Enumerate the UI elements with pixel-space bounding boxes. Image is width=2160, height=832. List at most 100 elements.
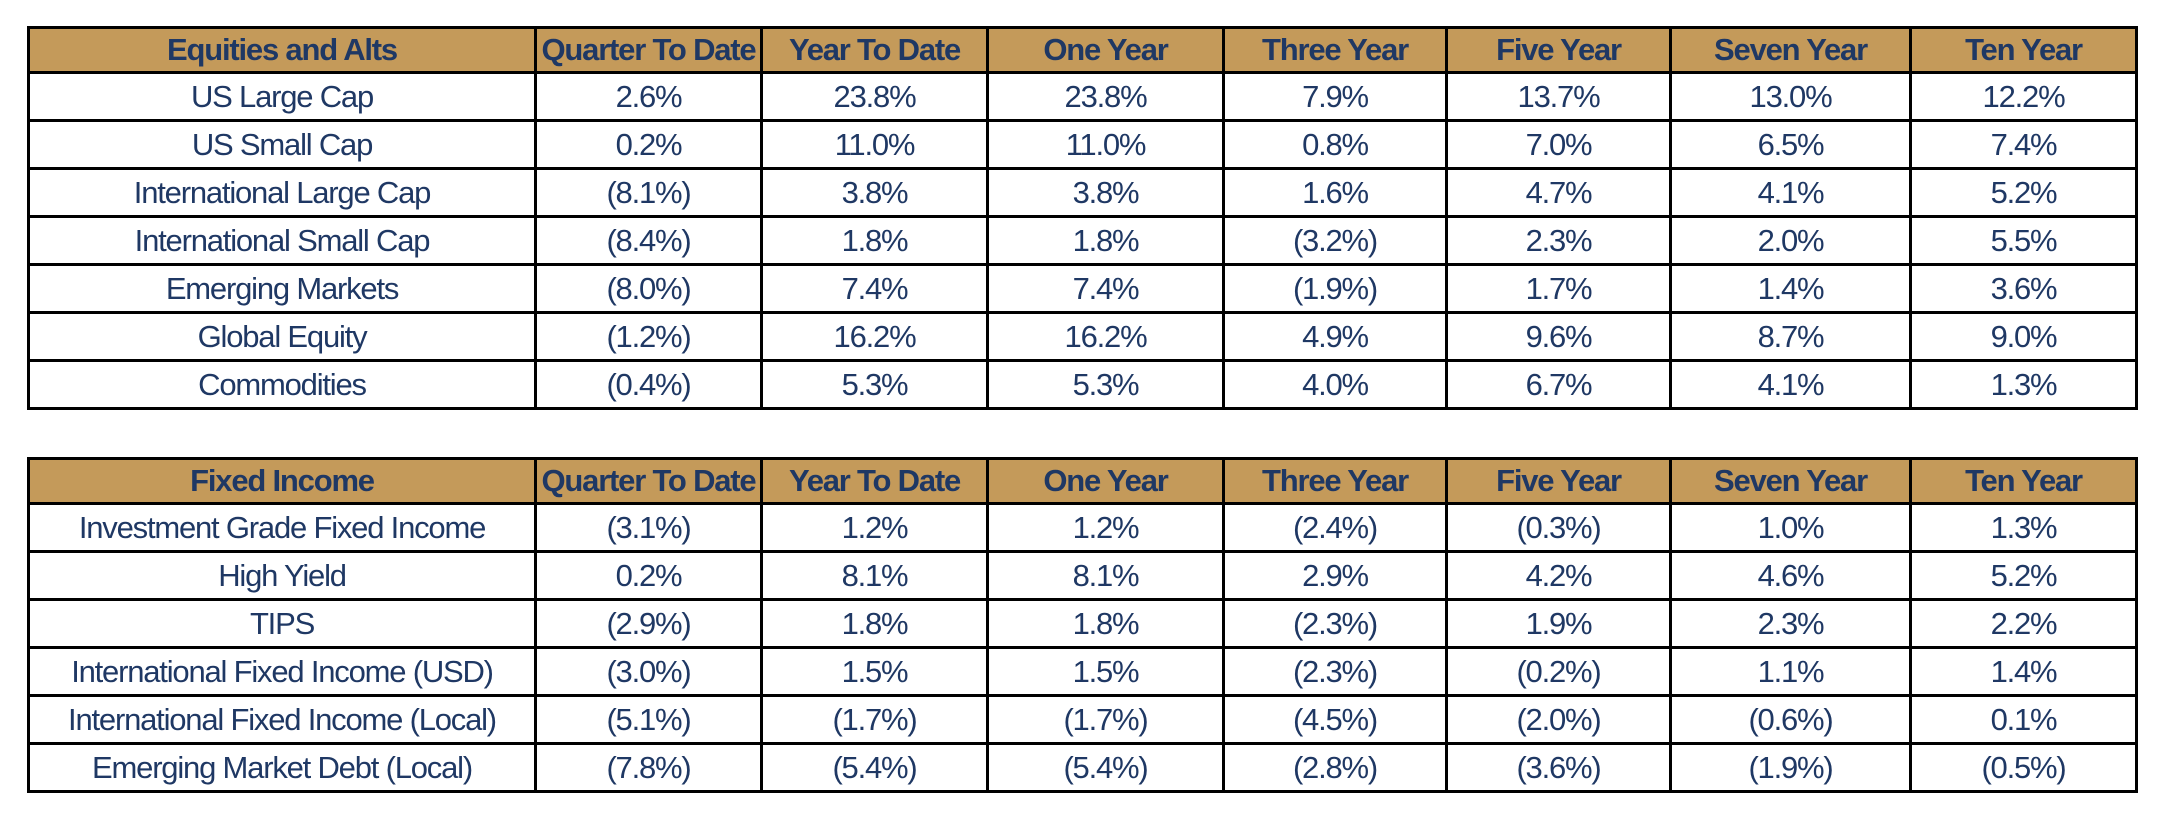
row-label: Commodities bbox=[27, 359, 537, 410]
data-cell: (2.3%) bbox=[1222, 598, 1448, 649]
data-cell: 11.0% bbox=[986, 119, 1225, 170]
column-header: Seven Year bbox=[1669, 26, 1912, 74]
data-cell: 3.8% bbox=[986, 167, 1225, 218]
data-cell: (5.1%) bbox=[534, 694, 763, 745]
data-cell: 4.9% bbox=[1222, 311, 1448, 362]
data-cell: 4.0% bbox=[1222, 359, 1448, 410]
column-header: Quarter To Date bbox=[534, 26, 763, 74]
data-cell: (0.6%) bbox=[1669, 694, 1912, 745]
table-title-header: Equities and Alts bbox=[27, 26, 537, 74]
column-header: Seven Year bbox=[1669, 457, 1912, 505]
data-cell: 16.2% bbox=[760, 311, 989, 362]
data-cell: (8.1%) bbox=[534, 167, 763, 218]
data-cell: (2.8%) bbox=[1222, 742, 1448, 793]
data-cell: (1.9%) bbox=[1669, 742, 1912, 793]
table-row: Commodities (0.4%) 5.3% 5.3% 4.0% 6.7% 4.1% 1.3… bbox=[27, 359, 2138, 410]
data-cell: 1.8% bbox=[760, 598, 989, 649]
data-cell: 2.2% bbox=[1909, 598, 2138, 649]
table-row: Investment Grade Fixed Income (3.1%) 1.2% 1… bbox=[27, 502, 2138, 553]
data-cell: 5.3% bbox=[760, 359, 989, 410]
table-row: International Fixed Income (USD) (3.0%) 1.… bbox=[27, 646, 2138, 697]
table-row: TIPS (2.9%) 1.8% 1.8% (2.3%) 1.9% 2.3% 2.2% bbox=[27, 598, 2138, 649]
data-cell: (0.4%) bbox=[534, 359, 763, 410]
data-cell: 12.2% bbox=[1909, 71, 2138, 122]
data-cell: (8.0%) bbox=[534, 263, 763, 314]
data-cell: (1.7%) bbox=[760, 694, 989, 745]
data-cell: (4.5%) bbox=[1222, 694, 1448, 745]
data-cell: 4.7% bbox=[1445, 167, 1672, 218]
column-header: Three Year bbox=[1222, 457, 1448, 505]
row-label: Global Equity bbox=[27, 311, 537, 362]
data-cell: 6.7% bbox=[1445, 359, 1672, 410]
table-row: High Yield 0.2% 8.1% 8.1% 2.9% 4.2% 4.6% 5.2% bbox=[27, 550, 2138, 601]
row-label: High Yield bbox=[27, 550, 537, 601]
column-header: Five Year bbox=[1445, 26, 1672, 74]
column-header: One Year bbox=[986, 457, 1225, 505]
table-row: International Large Cap (8.1%) 3.8% 3.8% 1.6… bbox=[27, 167, 2138, 218]
column-header: Year To Date bbox=[760, 26, 989, 74]
data-cell: 1.3% bbox=[1909, 502, 2138, 553]
data-cell: (0.3%) bbox=[1445, 502, 1672, 553]
data-cell: 1.9% bbox=[1445, 598, 1672, 649]
data-cell: 1.2% bbox=[760, 502, 989, 553]
data-cell: 7.9% bbox=[1222, 71, 1448, 122]
table-row: International Fixed Income (Local) (5.1%)… bbox=[27, 694, 2138, 745]
data-cell: 1.8% bbox=[986, 598, 1225, 649]
data-cell: 1.4% bbox=[1909, 646, 2138, 697]
data-cell: 23.8% bbox=[986, 71, 1225, 122]
data-cell: 1.0% bbox=[1669, 502, 1912, 553]
row-label: International Small Cap bbox=[27, 215, 537, 266]
data-cell: 7.4% bbox=[1909, 119, 2138, 170]
data-cell: 1.7% bbox=[1445, 263, 1672, 314]
data-cell: (2.9%) bbox=[534, 598, 763, 649]
data-cell: 5.3% bbox=[986, 359, 1225, 410]
data-cell: 1.4% bbox=[1669, 263, 1912, 314]
data-cell: (1.2%) bbox=[534, 311, 763, 362]
data-cell: 1.1% bbox=[1669, 646, 1912, 697]
column-header: Five Year bbox=[1445, 457, 1672, 505]
data-cell: 16.2% bbox=[986, 311, 1225, 362]
data-cell: 7.4% bbox=[986, 263, 1225, 314]
data-cell: 1.8% bbox=[986, 215, 1225, 266]
data-cell: 1.5% bbox=[760, 646, 989, 697]
data-cell: 2.9% bbox=[1222, 550, 1448, 601]
data-cell: 11.0% bbox=[760, 119, 989, 170]
data-cell: 0.2% bbox=[534, 119, 763, 170]
equities-table: Equities and Alts Quarter To Date Year To … bbox=[27, 26, 2138, 410]
data-cell: 0.1% bbox=[1909, 694, 2138, 745]
row-label: Emerging Market Debt (Local) bbox=[27, 742, 537, 793]
column-header: Quarter To Date bbox=[534, 457, 763, 505]
data-cell: (1.7%) bbox=[986, 694, 1225, 745]
data-cell: (5.4%) bbox=[760, 742, 989, 793]
row-label: TIPS bbox=[27, 598, 537, 649]
table-row: Emerging Market Debt (Local) (7.8%) (5.4%)… bbox=[27, 742, 2138, 793]
table-header-row: Fixed Income Quarter To Date Year To Date O… bbox=[27, 457, 2138, 505]
row-label: International Fixed Income (USD) bbox=[27, 646, 537, 697]
column-header: Year To Date bbox=[760, 457, 989, 505]
data-cell: 3.8% bbox=[760, 167, 989, 218]
fixed-income-table: Fixed Income Quarter To Date Year To Date O… bbox=[27, 457, 2138, 793]
row-label: Emerging Markets bbox=[27, 263, 537, 314]
data-cell: 9.6% bbox=[1445, 311, 1672, 362]
row-label: US Large Cap bbox=[27, 71, 537, 122]
data-cell: 13.0% bbox=[1669, 71, 1912, 122]
row-label: International Fixed Income (Local) bbox=[27, 694, 537, 745]
data-cell: (3.0%) bbox=[534, 646, 763, 697]
data-cell: 4.6% bbox=[1669, 550, 1912, 601]
data-cell: 8.1% bbox=[986, 550, 1225, 601]
table-row: US Small Cap 0.2% 11.0% 11.0% 0.8% 7.0% 6.5% 7.… bbox=[27, 119, 2138, 170]
row-label: Investment Grade Fixed Income bbox=[27, 502, 537, 553]
data-cell: 5.2% bbox=[1909, 550, 2138, 601]
data-cell: 13.7% bbox=[1445, 71, 1672, 122]
data-cell: 1.6% bbox=[1222, 167, 1448, 218]
data-cell: (3.6%) bbox=[1445, 742, 1672, 793]
data-cell: 4.1% bbox=[1669, 167, 1912, 218]
data-cell: (8.4%) bbox=[534, 215, 763, 266]
data-cell: 2.6% bbox=[534, 71, 763, 122]
data-cell: (0.2%) bbox=[1445, 646, 1672, 697]
data-cell: 2.3% bbox=[1669, 598, 1912, 649]
data-cell: (5.4%) bbox=[986, 742, 1225, 793]
table-header-row: Equities and Alts Quarter To Date Year To … bbox=[27, 26, 2138, 74]
column-header: Ten Year bbox=[1909, 457, 2138, 505]
data-cell: 4.2% bbox=[1445, 550, 1672, 601]
